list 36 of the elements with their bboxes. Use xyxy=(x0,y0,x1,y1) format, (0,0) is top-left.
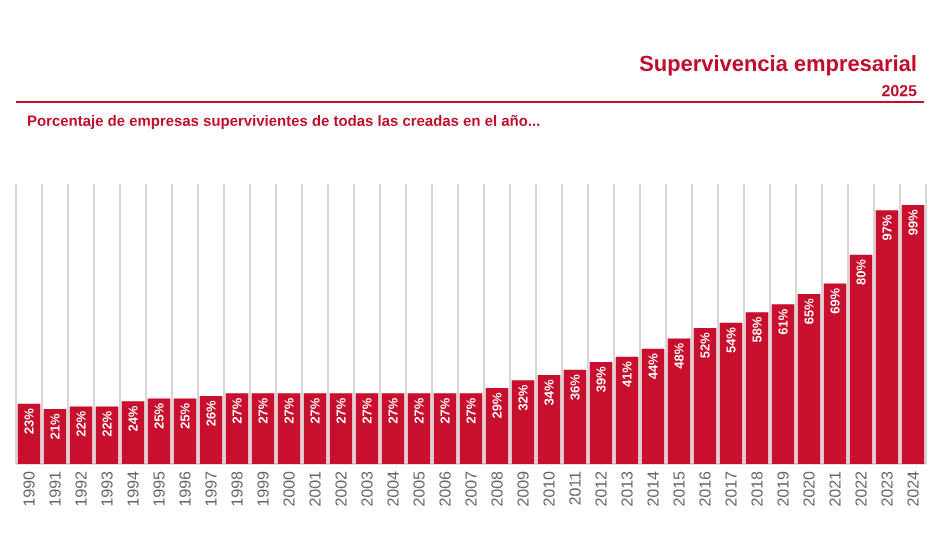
bar xyxy=(537,375,561,464)
bar xyxy=(641,348,665,464)
bar xyxy=(43,409,67,464)
bar xyxy=(823,283,847,464)
bar xyxy=(667,338,691,464)
bar xyxy=(121,401,145,464)
bar xyxy=(511,380,535,464)
bar xyxy=(225,393,249,464)
bar xyxy=(303,393,327,464)
bar xyxy=(693,327,717,464)
bar xyxy=(485,388,509,464)
bar xyxy=(771,304,795,464)
bar xyxy=(901,204,925,464)
bar xyxy=(433,393,457,464)
bar xyxy=(95,406,119,464)
bar xyxy=(17,403,41,464)
bar xyxy=(719,322,743,464)
bar xyxy=(745,312,769,464)
chart-title: Supervivencia empresarial xyxy=(639,55,916,76)
bar xyxy=(459,393,483,464)
bar xyxy=(355,393,379,464)
bar xyxy=(407,393,431,464)
bar xyxy=(199,395,223,464)
bar xyxy=(251,393,275,464)
bar xyxy=(615,356,639,464)
bar xyxy=(173,398,197,464)
bar xyxy=(563,369,587,464)
bar xyxy=(849,254,873,464)
bar xyxy=(147,398,171,464)
bar xyxy=(589,361,613,464)
bar xyxy=(381,393,405,464)
bar xyxy=(797,293,821,464)
bar xyxy=(69,406,93,464)
bar xyxy=(875,210,899,464)
bar xyxy=(329,393,353,464)
bar xyxy=(277,393,301,464)
